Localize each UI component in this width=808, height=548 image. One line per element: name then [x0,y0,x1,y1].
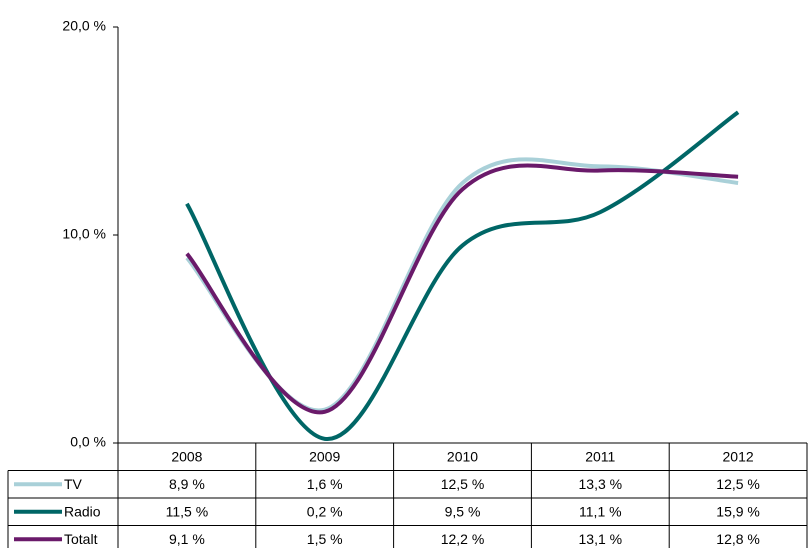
y-tick-label: 20,0 % [62,18,106,34]
legend-label: Radio [64,503,101,519]
table-value: 8,9 % [169,476,205,492]
x-tick-label: 2008 [171,448,202,464]
table-value: 12,5 % [441,476,485,492]
table-value: 9,1 % [169,531,205,547]
x-tick-label: 2009 [309,448,340,464]
table-value: 1,6 % [307,476,343,492]
x-tick-label: 2011 [585,448,615,464]
table-value: 13,3 % [579,476,623,492]
table-value: 0,2 % [307,503,343,519]
series-line [185,110,740,441]
x-tick-label: 2010 [447,448,478,464]
series-line [185,163,739,415]
table-value: 12,2 % [441,531,485,547]
table-value: 1,5 % [307,531,343,547]
table-value: 11,1 % [579,503,622,519]
table-value: 15,9 % [716,503,760,519]
y-tick-label: 10,0 % [62,226,106,242]
legend-label: Totalt [64,531,98,547]
table-value: 12,8 % [716,531,760,547]
table-value: 13,1 % [579,531,623,547]
legend-label: TV [64,476,83,492]
table-value: 12,5 % [716,476,760,492]
y-tick-label: 0,0 % [70,434,106,450]
table-value: 9,5 % [445,503,481,519]
table-value: 11,5 % [166,503,209,519]
x-tick-label: 2012 [723,448,754,464]
